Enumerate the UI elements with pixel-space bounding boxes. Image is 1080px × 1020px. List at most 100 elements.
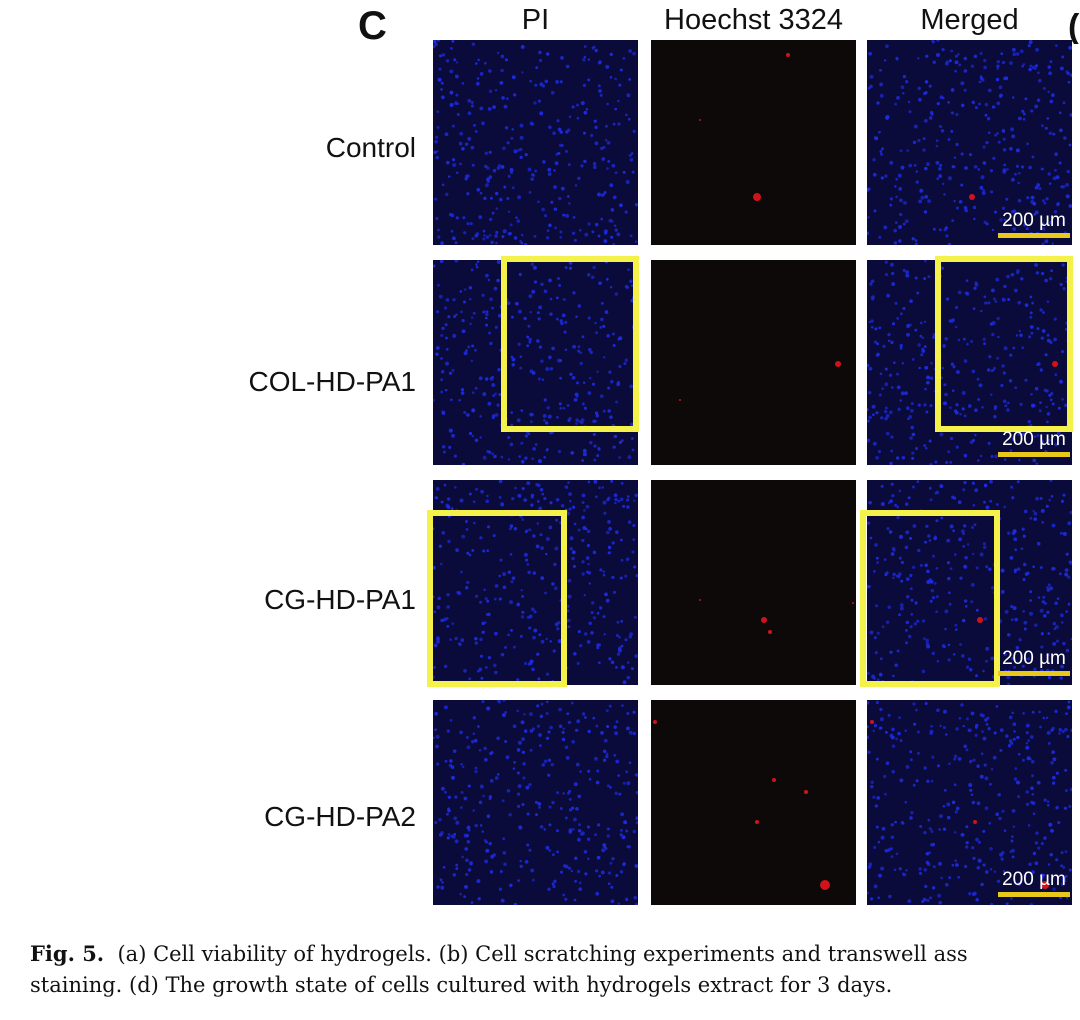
- cell-nucleus-dot: [543, 419, 546, 422]
- cell-nucleus-dot: [1000, 383, 1004, 388]
- cell-nucleus-dot: [626, 711, 630, 715]
- cell-nucleus-dot: [508, 232, 512, 236]
- cell-nucleus-dot: [983, 617, 988, 621]
- cell-nucleus-dot: [901, 872, 905, 876]
- row-label-cg-hd-pa1: CG-HD-PA1: [264, 584, 416, 615]
- cell-nucleus-dot: [585, 556, 590, 560]
- cell-nucleus-dot: [880, 152, 883, 156]
- cell-nucleus-dot: [531, 878, 535, 882]
- cell-nucleus-dot: [1022, 534, 1026, 538]
- cell-nucleus-dot: [609, 785, 612, 789]
- cell-nucleus-dot: [438, 54, 442, 58]
- cell-nucleus-dot: [1046, 300, 1050, 304]
- cell-nucleus-dot: [509, 223, 513, 227]
- cell-nucleus-dot: [902, 74, 907, 79]
- cell-nucleus-dot: [958, 63, 962, 67]
- cell-nucleus-dot: [874, 804, 878, 808]
- cell-nucleus-dot: [881, 387, 884, 390]
- scale-bar-control: 200 µm: [998, 211, 1070, 238]
- caption-line-2: staining. (d) The growth state of cells …: [30, 973, 893, 997]
- cell-nucleus-dot: [894, 503, 898, 507]
- cell-nucleus-dot: [571, 739, 576, 744]
- cell-nucleus-dot: [574, 238, 577, 242]
- cell-nucleus-dot: [569, 536, 574, 541]
- cell-nucleus-dot: [630, 152, 634, 155]
- cell-nucleus-dot: [917, 403, 921, 407]
- cell-nucleus-dot: [1022, 117, 1026, 121]
- cell-nucleus-dot: [452, 298, 456, 302]
- cell-nucleus-dot: [982, 542, 986, 546]
- cell-nucleus-dot: [592, 161, 597, 166]
- cell-nucleus-dot: [995, 277, 1000, 282]
- cell-nucleus-dot: [923, 345, 927, 348]
- cell-nucleus-dot: [481, 621, 485, 626]
- cell-nucleus-dot: [892, 674, 895, 678]
- cell-nucleus-dot: [972, 856, 976, 860]
- cell-nucleus-dot: [443, 664, 448, 668]
- cell-nucleus-dot: [615, 666, 618, 669]
- micrograph-cg-hd-pa2-pi: [433, 700, 638, 905]
- cell-nucleus-dot: [986, 117, 991, 121]
- cell-nucleus-dot: [576, 381, 579, 385]
- cell-nucleus-dot: [449, 69, 454, 74]
- cell-nucleus-dot: [605, 598, 610, 603]
- cell-nucleus-dot: [939, 814, 943, 818]
- cell-nucleus-dot: [973, 54, 978, 59]
- cell-nucleus-dot: [508, 813, 512, 817]
- cell-nucleus-dot: [951, 219, 954, 222]
- cell-nucleus-dot: [613, 224, 617, 227]
- cell-nucleus-dot: [614, 501, 617, 505]
- cell-nucleus-dot: [618, 456, 621, 459]
- cell-nucleus-dot: [588, 777, 592, 781]
- cell-nucleus-dot: [449, 103, 454, 107]
- cell-nucleus-dot: [925, 54, 929, 58]
- cell-nucleus-dot: [1052, 621, 1056, 626]
- cell-nucleus-dot: [945, 234, 949, 238]
- cell-nucleus-dot: [472, 716, 476, 720]
- cell-nucleus-dot: [1062, 878, 1067, 883]
- cell-nucleus-dot: [1003, 652, 1007, 656]
- cell-nucleus-dot: [938, 900, 943, 905]
- cell-nucleus-dot: [1014, 617, 1018, 622]
- cell-nucleus-dot: [520, 44, 525, 49]
- cell-nucleus-dot: [551, 582, 555, 586]
- cell-nucleus-dot: [908, 163, 912, 168]
- cell-nucleus-dot: [945, 460, 949, 465]
- cell-nucleus-dot: [586, 640, 591, 644]
- cell-nucleus-dot: [598, 281, 602, 286]
- cell-nucleus-dot: [443, 705, 448, 710]
- cell-nucleus-dot: [485, 840, 488, 844]
- cell-nucleus-dot: [496, 773, 500, 776]
- cell-nucleus-dot: [474, 438, 479, 443]
- cell-nucleus-dot: [593, 119, 597, 123]
- cell-nucleus-dot: [555, 153, 558, 156]
- cell-nucleus-dot: [1064, 850, 1068, 853]
- cell-nucleus-dot: [552, 884, 556, 889]
- cell-nucleus-dot: [1030, 786, 1034, 791]
- cell-nucleus-dot: [867, 701, 870, 705]
- cell-nucleus-dot: [550, 762, 555, 767]
- cell-nucleus-dot: [1047, 675, 1052, 680]
- cell-nucleus-dot: [1067, 80, 1071, 84]
- cell-nucleus-dot: [568, 797, 572, 801]
- cell-nucleus-dot: [510, 136, 514, 140]
- cell-nucleus-dot: [979, 52, 983, 55]
- cell-nucleus-dot: [601, 486, 604, 489]
- cell-nucleus-dot: [462, 216, 466, 220]
- cell-nucleus-dot: [600, 730, 604, 735]
- cell-nucleus-dot: [546, 700, 549, 704]
- cell-nucleus-dot: [998, 816, 1002, 821]
- cell-nucleus-dot: [593, 444, 597, 448]
- cell-nucleus-dot: [940, 876, 943, 880]
- cell-nucleus-dot: [992, 368, 995, 372]
- cell-nucleus-dot: [594, 48, 598, 53]
- cell-nucleus-dot: [531, 727, 536, 731]
- cell-nucleus-dot: [473, 738, 478, 743]
- cell-nucleus-dot: [521, 518, 525, 522]
- cell-nucleus-dot: [1055, 806, 1059, 810]
- cell-nucleus-dot: [612, 590, 617, 594]
- cell-nucleus-dot: [912, 565, 916, 569]
- cell-nucleus-dot: [617, 499, 621, 503]
- cell-nucleus-dot: [635, 820, 638, 825]
- cell-nucleus-dot: [1066, 705, 1071, 710]
